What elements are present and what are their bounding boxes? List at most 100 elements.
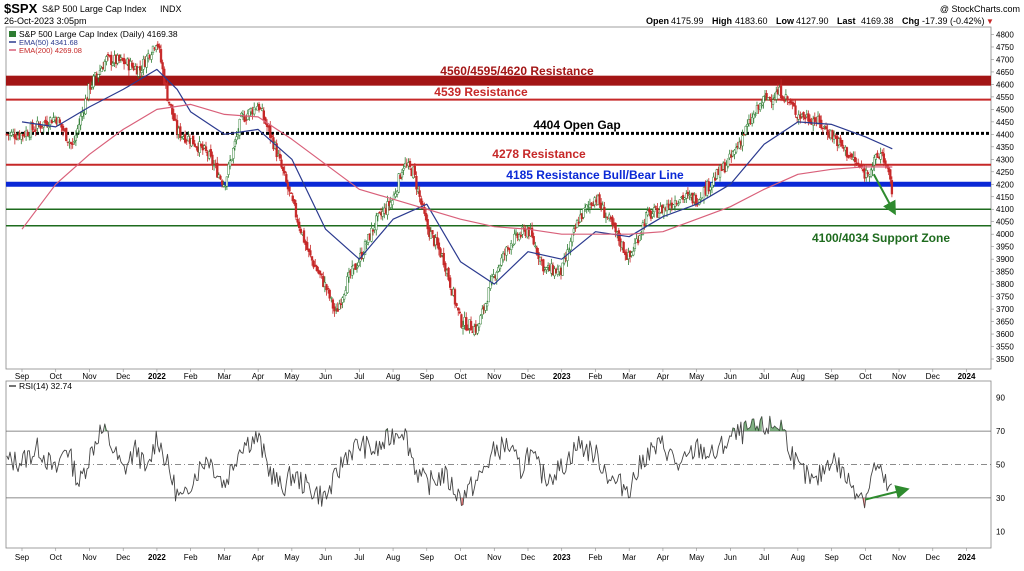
candle-body [26,132,29,137]
candle-body [245,119,248,121]
candle-body [298,221,301,228]
candle-body [881,152,884,154]
candle-body [306,242,309,250]
price-month-tick: Nov [487,372,501,381]
price-tick: 3950 [996,243,1014,252]
price-tick: 4700 [996,55,1014,64]
candle-body [484,303,487,311]
candle-body [513,233,516,245]
candle-body [632,250,635,256]
candle-body [590,202,593,206]
price-month-tick: Mar [218,372,232,381]
candle-body [357,262,360,266]
price-tick: 4650 [996,68,1014,77]
candle-body [294,203,298,218]
candle-body [31,122,34,130]
rsi-month-tick: Feb [589,553,603,562]
candle-body [238,119,241,136]
candle-body [871,165,874,171]
ohlc-readout: Open 4175.99 High 4183.60 Low 4127.90 La… [646,16,994,26]
candle-body [683,197,686,200]
price-month-tick: Aug [791,372,805,381]
candle-body [461,326,465,329]
last-value: 4169.38 [861,16,894,26]
candle-body [426,219,429,230]
candle-body [476,325,479,334]
price-month-tick: Dec [521,372,535,381]
price-tick: 4050 [996,218,1014,227]
candle-body [232,148,235,159]
candle-body [601,204,604,209]
candle-body [585,204,588,209]
candle-body [686,191,690,195]
candle-body [413,165,416,175]
candle-body [262,110,265,120]
chg-value: -17.39 (-0.42%) [922,16,985,26]
candle-body [685,193,688,199]
candle-body [447,267,450,280]
price-month-tick: Nov [82,372,96,381]
candle-body [794,105,797,115]
candle-body [538,257,542,262]
candle-body [275,143,278,158]
candle-body [571,234,574,243]
candle-body [77,124,81,132]
candle-body [198,141,201,153]
candle-body [394,193,397,197]
candle-body [535,247,539,255]
rsi-overbought-fill [769,416,786,432]
candle-body [821,127,824,130]
candle-body [307,248,310,252]
candle-body [351,266,354,276]
candle-body [212,164,216,167]
rsi-month-tick: Apr [252,553,265,562]
candle-body [346,276,349,293]
chg-label: Chg [902,16,920,26]
candle-body [792,102,796,107]
candle-body [453,289,457,305]
candle-body [781,96,784,101]
candle-body [465,317,468,331]
candle-body [85,98,89,100]
rsi-month-tick: 2022 [148,553,166,562]
candle-body [320,273,323,276]
ticker-name: S&P 500 Large Cap Index [42,4,147,14]
level-label-resistance-zone: 4560/4595/4620 Resistance [440,64,594,78]
candle-body [34,129,37,131]
candle-body [84,98,87,115]
candle-body [418,190,421,197]
candle-body [882,153,886,163]
rsi-overbought-fill [104,424,108,432]
candle-body [813,117,816,122]
rsi-month-tick: Nov [892,553,906,562]
rsi-tick: 90 [996,394,1005,403]
candle-body [408,160,412,168]
candle-body [457,307,460,311]
candle-body [322,275,325,287]
candle-body [328,289,331,299]
candle-body [789,100,792,104]
candle-body [779,84,783,99]
candle-body [219,175,222,180]
candle-body [312,260,315,268]
candle-body [591,204,595,207]
candle-body [138,66,142,71]
candle-body [656,207,659,218]
candle-body [518,234,521,240]
candle-body [420,198,423,205]
price-month-tick: 2024 [958,372,976,381]
candle-body [622,242,625,253]
candle-body [492,274,495,277]
rsi-overbought-fill [385,428,388,432]
candle-body [159,49,163,63]
candle-body [158,45,161,49]
candle-body [225,176,229,187]
low-label: Low [776,16,795,26]
price-tick: 4500 [996,105,1014,114]
candle-body [498,265,502,270]
price-tick: 3850 [996,268,1014,277]
candle-body [831,130,834,140]
candle-body [762,96,765,103]
candle-body [224,185,227,188]
